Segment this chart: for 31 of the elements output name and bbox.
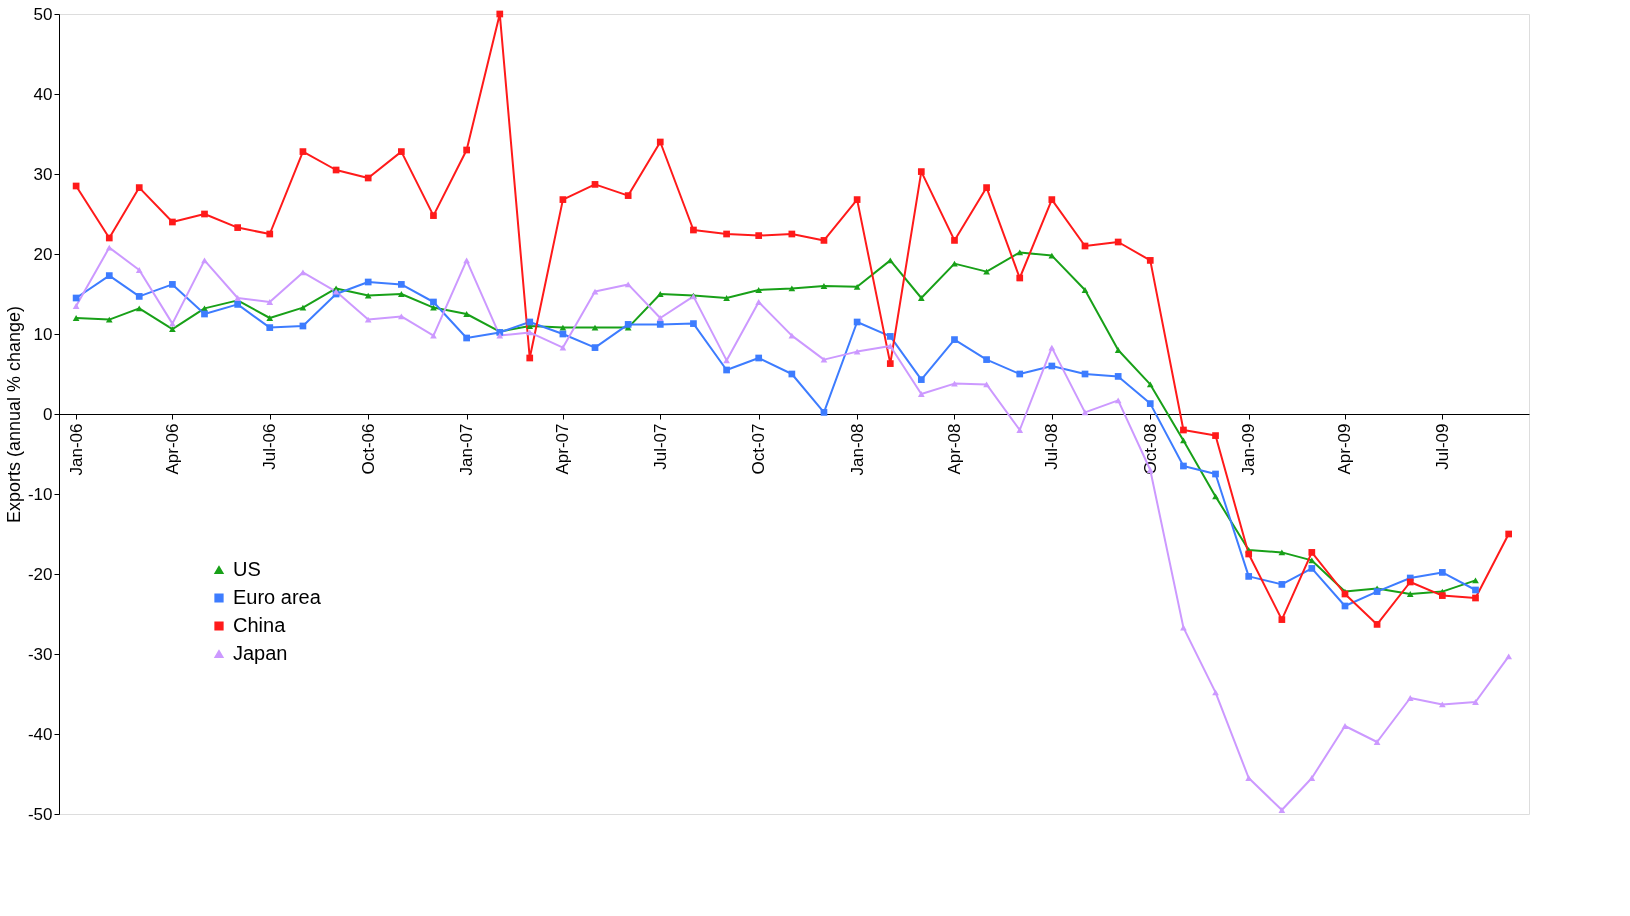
x-tick-label: Jul-09 <box>1432 423 1452 470</box>
x-tick-label: Oct-07 <box>749 423 769 475</box>
y-tick-label: 0 <box>43 404 53 424</box>
x-tick-label: Jul-07 <box>650 423 670 470</box>
legend-label: China <box>233 614 287 636</box>
x-tick-label: Jan-09 <box>1239 423 1259 476</box>
y-axis-title: Exports (annual % change) <box>3 305 24 524</box>
legend-label: Euro area <box>233 586 322 608</box>
x-tick-label: Jul-06 <box>260 423 280 470</box>
x-tick-label: Jul-08 <box>1042 423 1062 470</box>
y-tick-label: 40 <box>33 84 53 104</box>
x-tick-label: Apr-09 <box>1335 423 1355 475</box>
x-tick-label: Jan-08 <box>847 423 867 476</box>
y-tick-label: -50 <box>27 804 53 824</box>
y-tick-label: -20 <box>27 564 53 584</box>
x-tick-label: Oct-06 <box>358 423 378 475</box>
y-tick-label: -30 <box>27 644 53 664</box>
y-tick-label: 10 <box>33 324 53 344</box>
y-tick-label: 20 <box>33 244 53 264</box>
legend-label: Japan <box>233 642 288 664</box>
y-tick-label: -40 <box>27 724 53 744</box>
x-tick-label: Apr-07 <box>553 423 573 475</box>
x-tick-label: Apr-06 <box>162 423 182 475</box>
x-tick-label: Apr-08 <box>944 423 964 475</box>
y-tick-label: -10 <box>27 484 53 504</box>
x-tick-label: Oct-08 <box>1140 423 1160 475</box>
x-tick-label: Jan-07 <box>457 423 477 476</box>
legend-label: US <box>233 558 261 580</box>
y-tick-label: 50 <box>33 4 53 24</box>
x-tick-label: Jan-06 <box>66 423 86 476</box>
y-tick-label: 30 <box>33 164 53 184</box>
